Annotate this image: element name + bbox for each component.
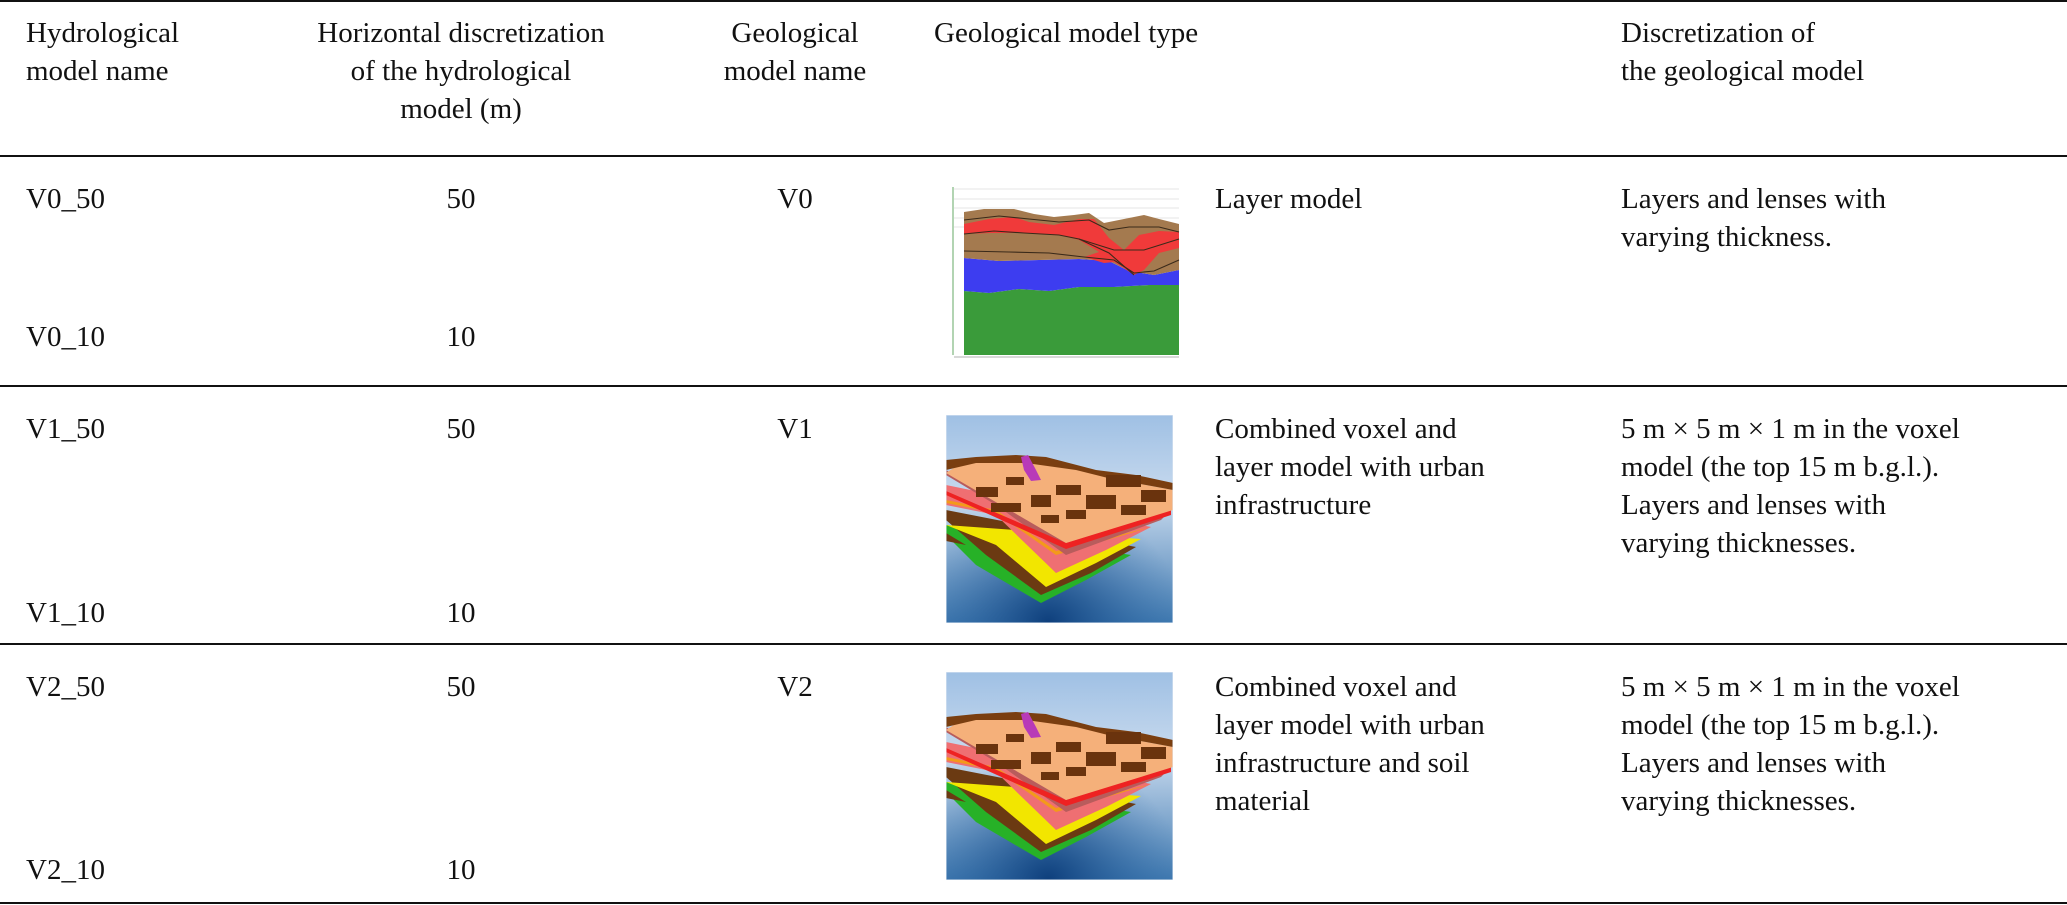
voxel-model-image [945,671,1174,881]
geo-model-name: V2 [777,671,813,703]
voxel-model-image [945,414,1174,624]
geo-model-name: V1 [777,413,813,445]
hydro-name: V2_50 [26,671,105,703]
geo-model-type: Layer model [1215,183,1363,215]
table-bottom-rule [0,902,2067,904]
discretization-value: 50 [446,183,476,215]
header-horizontal-discretization: Horizontal discretization of the hydrolo… [317,17,605,125]
header-geological-discretization: Discretization of the geological model [1621,17,1865,87]
discretization-value: 10 [446,854,476,886]
cross-section-image [929,175,1180,359]
discretization-value: 10 [446,597,476,629]
geo-discretization: Layers and lenses with varying thickness… [1621,183,1886,253]
hydro-name: V1_10 [26,597,105,629]
discretization-value: 50 [446,413,476,445]
geo-model-type: Combined voxel and layer model with urba… [1215,413,1485,521]
row-rule [0,385,2067,387]
hydro-name: V0_10 [26,321,105,353]
table-top-rule [0,0,2067,2]
row-rule [0,643,2067,645]
hydro-name: V2_10 [26,854,105,886]
geo-model-name: V0 [777,183,813,215]
discretization-value: 50 [446,671,476,703]
geo-discretization: 5 m × 5 m × 1 m in the voxel model (the … [1621,671,1960,817]
hydro-name: V0_50 [26,183,105,215]
discretization-value: 10 [446,321,476,353]
header-hydrological-model-name: Hydrological model name [26,17,180,87]
hydro-name: V1_50 [26,413,105,445]
header-geological-model-name: Geological model name [723,17,867,87]
geo-discretization: 5 m × 5 m × 1 m in the voxel model (the … [1621,413,1960,559]
geo-model-type: Combined voxel and layer model with urba… [1215,671,1485,817]
header-geological-model-type: Geological model type [934,17,1199,49]
header-rule [0,155,2067,157]
